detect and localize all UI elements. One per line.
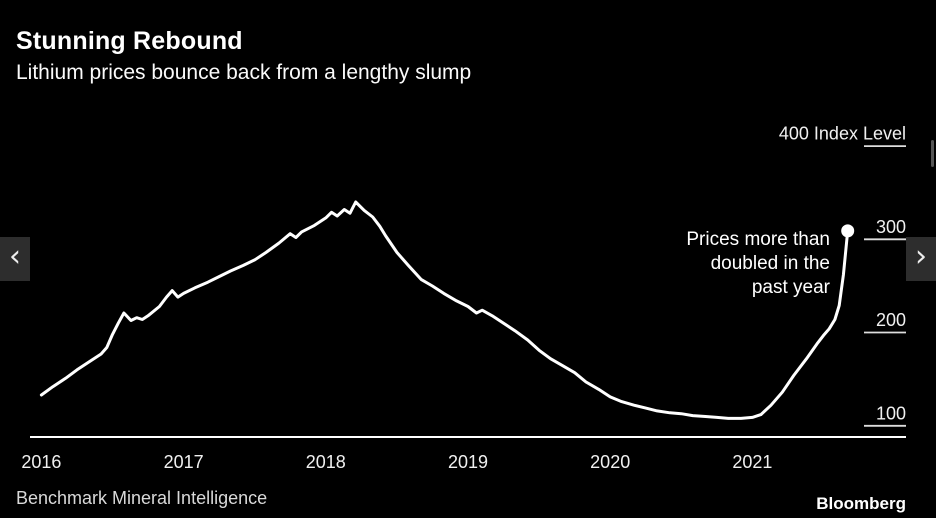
x-tick-label: 2016 <box>21 452 61 472</box>
annotation: Prices more than doubled in the past yea… <box>686 228 830 300</box>
chart-title: Stunning Rebound <box>16 27 243 55</box>
y-tick-label: 300 <box>876 217 906 237</box>
chart-subtitle: Lithium prices bounce back from a length… <box>16 61 472 84</box>
x-tick-label: 2021 <box>732 452 772 472</box>
x-tick-label: 2020 <box>590 452 630 472</box>
source-credit: Benchmark Mineral Intelligence <box>16 488 268 508</box>
annotation-line: Prices more than <box>686 229 830 250</box>
y-tick-label: 100 <box>876 403 906 423</box>
x-tick-label: 2017 <box>164 452 204 472</box>
annotation-line: past year <box>751 277 830 298</box>
bloomberg-logo: Bloomberg <box>816 494 906 513</box>
prev-arrow-button[interactable]: ‹ <box>0 237 30 281</box>
x-tick-label: 2018 <box>306 452 346 472</box>
price-line <box>39 200 850 420</box>
scrollbar-thumb[interactable] <box>931 140 934 167</box>
y-tick-label: 400 Index Level <box>779 124 906 144</box>
annotation-line: doubled in the <box>710 253 830 274</box>
chevron-right-icon: › <box>915 239 927 274</box>
x-tick-label: 2019 <box>448 452 488 472</box>
endpoint-dot <box>841 224 855 238</box>
chevron-left-icon: ‹ <box>9 239 21 274</box>
next-arrow-button[interactable]: › <box>906 237 936 281</box>
y-tick-label: 200 <box>876 310 906 330</box>
